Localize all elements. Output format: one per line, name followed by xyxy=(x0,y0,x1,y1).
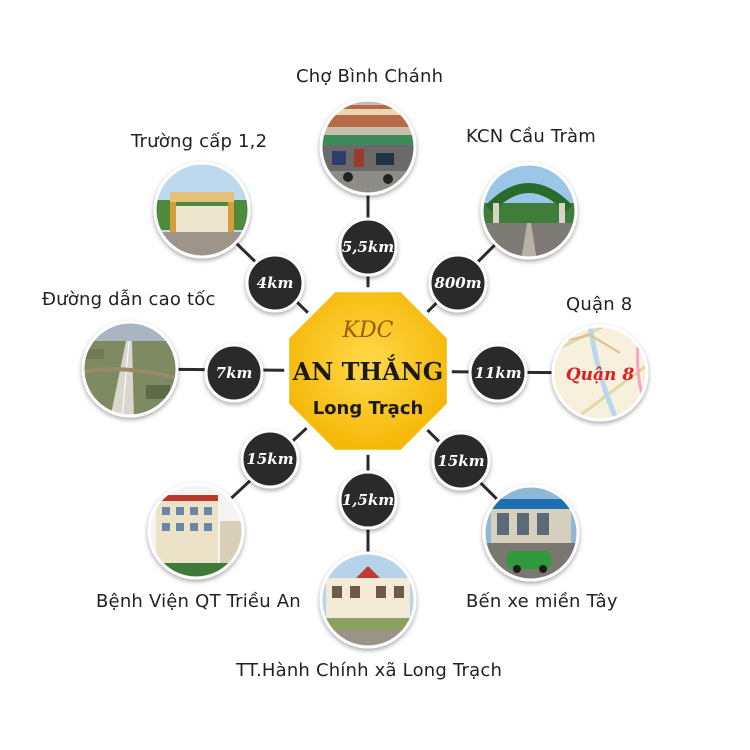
distance-badge-benh-vien: 15km xyxy=(240,429,300,489)
district-map-text: Quận 8 xyxy=(566,365,634,385)
center-hub: KDC AN THẮNG Long Trạch xyxy=(284,287,452,455)
market-photo xyxy=(319,98,417,196)
distance-text-truong-cap: 4km xyxy=(257,274,294,292)
center-octagon xyxy=(284,287,452,455)
distance-text-quan-8: 11km xyxy=(474,364,521,382)
distance-text-benh-vien: 15km xyxy=(246,450,293,468)
label-kcn-cau-tram: KCN Cầu Tràm xyxy=(466,126,597,147)
distance-badge-circle xyxy=(468,343,528,403)
label-benh-vien: Bệnh Viện QT Triều An xyxy=(96,591,301,612)
center-title-text: AN THẮNG xyxy=(292,354,444,386)
admin-center-photo xyxy=(319,551,417,649)
distance-badge-tt-hanh-chinh: 1,5km xyxy=(338,470,398,530)
label-ben-xe-mien-tay: Bến xe miền Tây xyxy=(466,591,618,612)
distance-badge-circle xyxy=(428,253,488,313)
district-map-photo: Quận 8 xyxy=(551,324,649,422)
distance-badge-circle xyxy=(338,217,398,277)
distance-badge-ben-xe-mien-tay: 15km xyxy=(431,431,491,491)
distance-badge-circle xyxy=(338,470,398,530)
center-prefix-text: KDC xyxy=(342,318,394,343)
distance-badge-truong-cap: 4km xyxy=(245,253,305,313)
distance-badge-circle xyxy=(240,429,300,489)
distance-text-cho-binh-chanh: 5,5km xyxy=(342,238,394,256)
distance-badge-quan-8: 11km xyxy=(468,343,528,403)
label-cho-binh-chanh: Chợ Bình Chánh xyxy=(296,66,444,87)
hospital-photo xyxy=(147,482,245,580)
distance-text-ben-xe-mien-tay: 15km xyxy=(437,452,484,470)
center-subtitle-text: Long Trạch xyxy=(313,398,424,419)
distance-badge-circle xyxy=(204,343,264,403)
distance-badges: 5,5km 800m 11km 15km 1,5km 15km 7km 4km xyxy=(204,217,528,530)
distance-badge-cho-binh-chanh: 5,5km xyxy=(338,217,398,277)
distance-text-kcn-cau-tram: 800m xyxy=(434,274,481,292)
distance-badge-circle xyxy=(245,253,305,313)
label-quan-8: Quận 8 xyxy=(566,294,633,315)
highway-photo xyxy=(81,320,179,418)
label-truong-cap: Trường cấp 1,2 xyxy=(131,131,268,152)
distance-badge-kcn-cau-tram: 800m xyxy=(428,253,488,313)
distance-badge-circle xyxy=(431,431,491,491)
distance-badge-duong-cao-toc: 7km xyxy=(204,343,264,403)
distance-text-tt-hanh-chinh: 1,5km xyxy=(342,491,394,509)
label-duong-cao-toc: Đường dẫn cao tốc xyxy=(42,289,216,310)
label-tt-hanh-chinh: TT.Hành Chính xã Long Trạch xyxy=(236,660,503,681)
distance-text-duong-cao-toc: 7km xyxy=(216,364,253,382)
